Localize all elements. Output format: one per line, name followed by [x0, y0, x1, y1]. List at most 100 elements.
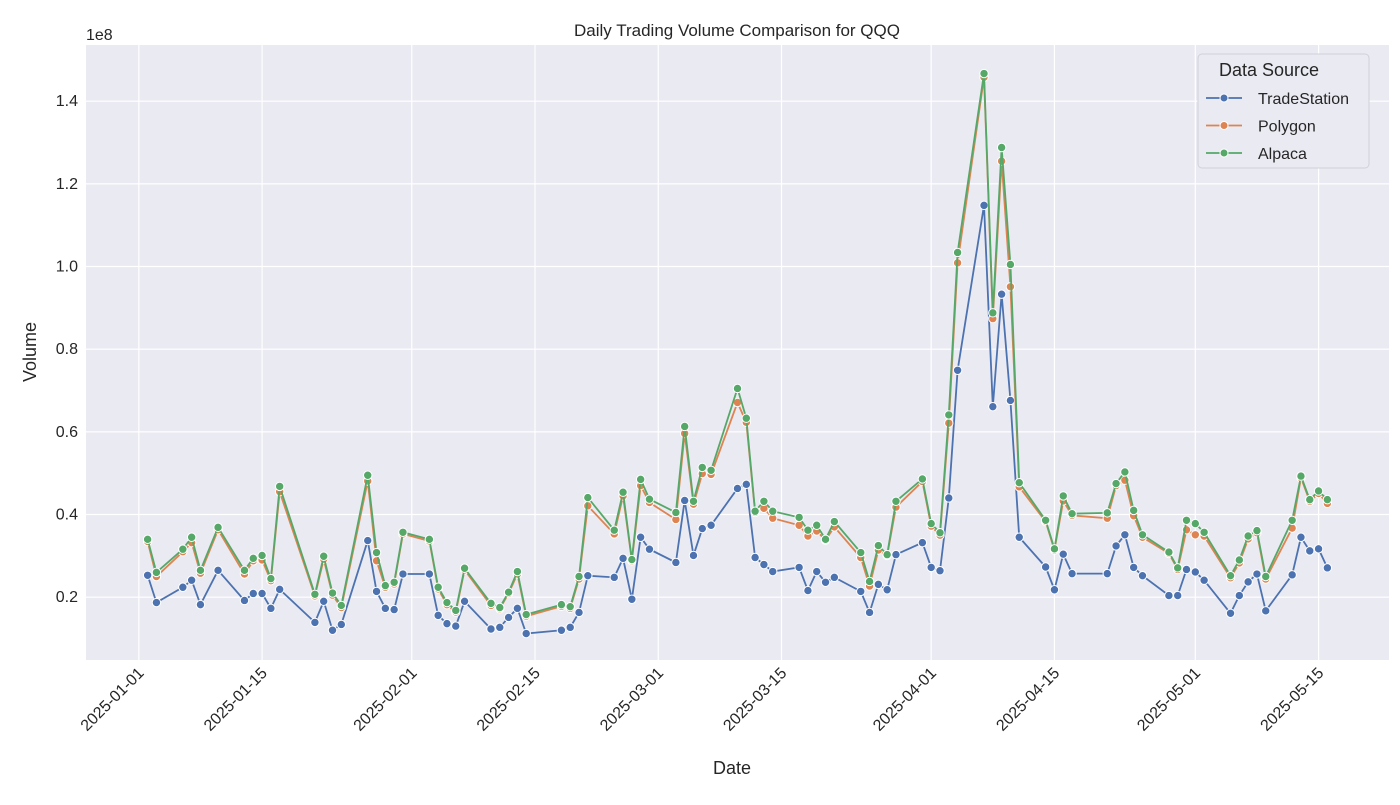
data-point: [671, 507, 681, 518]
data-point: [794, 512, 804, 523]
x-tick-label: 2025-03-01: [597, 665, 667, 735]
data-point: [142, 534, 153, 545]
data-point: [451, 621, 461, 631]
data-point: [398, 527, 408, 537]
data-point: [1305, 546, 1315, 556]
x-tick-label: 2025-04-15: [993, 665, 1063, 735]
data-point: [1164, 590, 1174, 601]
data-point: [1049, 585, 1060, 595]
data-point: [829, 572, 840, 583]
y-tick-label: 1.2: [56, 176, 78, 193]
data-point: [1014, 477, 1024, 488]
data-point: [759, 559, 769, 570]
data-point: [917, 474, 928, 484]
legend-dot-marker: [1219, 148, 1229, 158]
legend-label: Polygon: [1258, 119, 1316, 136]
data-point: [1005, 259, 1016, 270]
legend: Data Source TradeStation Polygon Alpaca: [1197, 53, 1370, 169]
data-point: [679, 421, 690, 432]
data-point: [1322, 563, 1333, 573]
y-tick-label: 0.6: [56, 424, 78, 441]
data-point: [891, 496, 901, 506]
data-point: [812, 566, 822, 577]
data-point: [574, 607, 584, 618]
data-point: [1173, 590, 1183, 601]
data-point: [1243, 531, 1253, 541]
data-point: [1058, 549, 1068, 559]
data-point: [380, 580, 391, 591]
data-point: [944, 493, 954, 503]
data-point: [1102, 508, 1112, 518]
data-point: [1234, 555, 1245, 565]
data-point: [1190, 530, 1201, 540]
data-point: [820, 534, 831, 545]
data-point: [1181, 515, 1192, 526]
data-point: [741, 479, 752, 490]
data-point: [239, 565, 250, 576]
data-point: [1181, 564, 1192, 575]
data-point: [389, 577, 399, 587]
legend-dot-marker: [1219, 93, 1229, 103]
data-point: [319, 551, 329, 561]
data-point: [556, 599, 567, 610]
series-tradestation: [142, 200, 1333, 639]
data-point: [768, 566, 778, 577]
data-point: [459, 596, 470, 607]
legend-label: TradeStation: [1258, 91, 1349, 108]
series-alpaca: [142, 68, 1333, 620]
data-point: [873, 540, 884, 551]
data-point: [935, 566, 945, 576]
data-point: [433, 582, 443, 592]
data-point: [1040, 562, 1051, 572]
data-point: [979, 68, 989, 79]
data-point: [627, 594, 637, 604]
legend-label: Alpaca: [1258, 146, 1307, 163]
chart-title: Daily Trading Volume Comparison for QQQ: [574, 21, 900, 40]
data-point: [178, 544, 188, 554]
data-point: [327, 588, 338, 598]
x-axis-label: Date: [713, 758, 751, 778]
data-point: [248, 553, 258, 564]
data-point: [952, 247, 963, 258]
data-point: [371, 547, 382, 558]
data-point: [1199, 575, 1209, 585]
data-point: [239, 595, 250, 606]
data-point: [768, 506, 778, 516]
legend-title: Data Source: [1219, 60, 1319, 80]
x-tick-label: 2025-05-15: [1258, 665, 1328, 735]
data-point: [882, 549, 892, 560]
x-tick-label: 2025-01-01: [78, 665, 148, 735]
data-point: [363, 470, 373, 480]
data-point: [706, 465, 716, 475]
grid-lines: [86, 45, 1389, 660]
data-point: [1313, 544, 1324, 554]
data-point: [706, 520, 716, 530]
data-point: [186, 575, 197, 585]
data-point: [1261, 606, 1271, 616]
data-point: [1225, 608, 1236, 618]
x-tick-label: 2025-04-01: [870, 665, 940, 735]
data-point: [732, 383, 743, 394]
x-tick-label: 2025-01-15: [201, 665, 271, 735]
data-point: [688, 496, 699, 506]
y-offset-label: 1e8: [86, 27, 113, 44]
data-point: [697, 523, 707, 534]
data-point: [952, 365, 963, 375]
data-point: [820, 577, 831, 587]
data-point: [442, 597, 452, 608]
data-point: [1005, 395, 1016, 406]
data-point: [310, 589, 320, 599]
data-point: [442, 618, 452, 629]
data-point: [583, 492, 593, 503]
data-point: [451, 605, 461, 616]
data-point: [257, 588, 267, 599]
data-point: [1225, 570, 1236, 581]
y-tick-label: 0.4: [56, 507, 78, 524]
data-point: [495, 622, 505, 633]
data-point: [274, 584, 285, 595]
data-point: [935, 528, 945, 538]
data-point: [336, 619, 347, 630]
y-tick-label: 1.0: [56, 259, 78, 276]
data-point: [213, 522, 223, 533]
